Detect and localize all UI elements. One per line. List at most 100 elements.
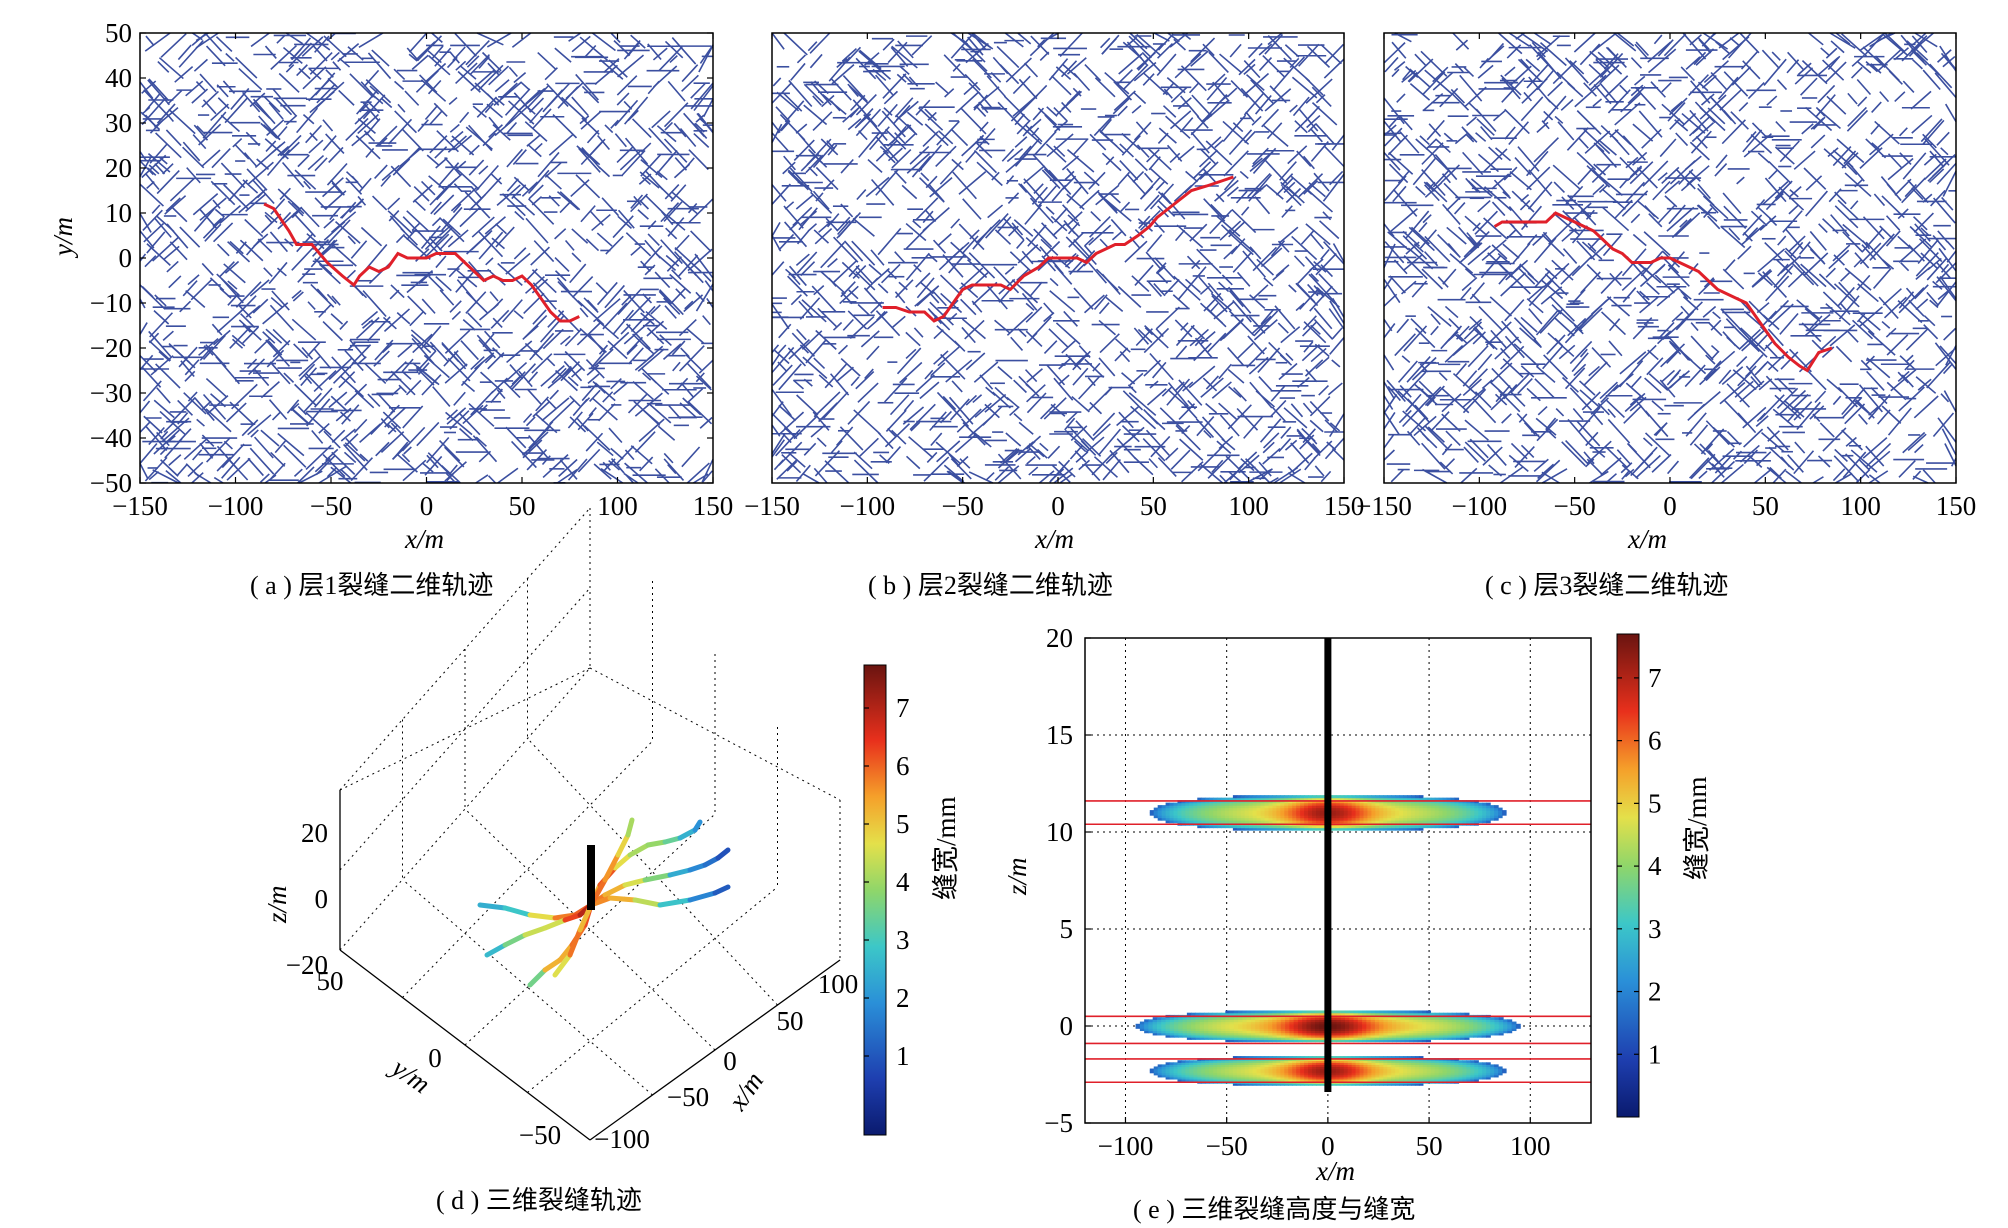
- fracture-segment: [406, 210, 430, 233]
- fracture-segment: [1885, 215, 1901, 231]
- fracture-segment: [1184, 278, 1201, 294]
- fracture-segment: [1397, 360, 1418, 383]
- fracture-segment: [529, 107, 544, 124]
- fracture-segment: [1818, 223, 1828, 234]
- fracture-segment: [855, 108, 882, 137]
- fracture-segment: [1540, 286, 1563, 305]
- fracture-segment: [929, 411, 947, 432]
- fracture-segment: [905, 331, 921, 347]
- fracture-segment: [1512, 242, 1531, 264]
- heatmap-cell: [1228, 807, 1234, 811]
- fracture-segment: [381, 343, 393, 354]
- fracture-segment: [1541, 120, 1550, 130]
- fracture-segment: [436, 130, 459, 153]
- fracture-segment: [1302, 315, 1317, 331]
- fracture-segment: [466, 229, 493, 255]
- heatmap-cell: [1244, 797, 1250, 801]
- fracture-segment: [1631, 375, 1642, 388]
- fracture-segment: [1222, 120, 1250, 145]
- fracture-segment: [1838, 295, 1860, 320]
- heatmap-cell: [1236, 805, 1242, 809]
- fracture-segment: [879, 145, 889, 155]
- fracture-segment: [1414, 327, 1436, 349]
- fracture-segment: [579, 307, 589, 318]
- fracture-segment: [522, 413, 533, 424]
- fracture-segment: [441, 465, 461, 484]
- fracture-segment: [475, 164, 499, 192]
- fracture-segment: [1302, 321, 1317, 337]
- fracture-segment: [1266, 122, 1283, 140]
- fracture-segment: [1066, 148, 1095, 173]
- fracture-segment: [802, 473, 820, 484]
- fracture-segment: [191, 32, 203, 41]
- fracture-segment: [690, 83, 706, 99]
- fracture-segment: [1593, 163, 1607, 176]
- fracture-segment: [1084, 63, 1102, 82]
- fracture-segment: [382, 411, 402, 430]
- heatmap-cell: [1173, 805, 1179, 809]
- fracture-segment: [1638, 263, 1662, 284]
- fracture-segment: [216, 84, 229, 98]
- fracture-segment: [179, 226, 201, 248]
- fracture-segment: [1246, 346, 1268, 369]
- fracture-segment: [1829, 32, 1856, 49]
- fracture-segment: [235, 281, 262, 308]
- fracture-segment: [1046, 106, 1058, 117]
- fracture-segment: [1684, 364, 1706, 388]
- fracture-segment: [1612, 373, 1634, 392]
- fracture-segment: [1907, 433, 1927, 452]
- fracture-segment: [395, 233, 406, 244]
- fracture-segment: [556, 191, 579, 211]
- fracture-segment: [908, 76, 919, 87]
- fracture-segment: [387, 423, 397, 433]
- fracture-segment: [564, 239, 575, 251]
- fracture-segment: [1175, 424, 1201, 451]
- fracture-segment: [1254, 196, 1271, 215]
- fracture-segment: [1258, 43, 1273, 56]
- fracture-segment: [1764, 177, 1787, 203]
- fracture-segment: [1414, 383, 1438, 406]
- fracture-segment: [1647, 349, 1659, 361]
- fracture-segment: [795, 464, 811, 483]
- x-tick-label: 50: [1140, 491, 1167, 521]
- fracture-segment: [1736, 355, 1748, 368]
- fracture-segment: [1032, 154, 1059, 182]
- fracture-segment: [224, 260, 240, 274]
- fracture-segment: [518, 370, 533, 388]
- fracture-segment: [405, 379, 422, 396]
- fracture-segment: [1163, 88, 1173, 99]
- fracture-segment: [1837, 286, 1855, 307]
- fracture-segment: [825, 217, 838, 231]
- fracture-segment: [1046, 133, 1074, 158]
- fracture-segment: [1614, 129, 1632, 146]
- fracture-segment: [1820, 47, 1831, 57]
- fracture-segment: [1772, 468, 1787, 484]
- fracture-segment: [1930, 189, 1946, 207]
- fracture-segment: [560, 361, 581, 382]
- fracture-segment: [524, 121, 548, 142]
- fracture-segment: [1236, 407, 1259, 431]
- heatmap-cell: [1197, 807, 1202, 811]
- fracture-segment: [1281, 185, 1302, 207]
- fracture-segment: [1304, 359, 1324, 377]
- fracture-segment: [165, 129, 182, 147]
- fracture-segment: [685, 353, 703, 371]
- fracture-segment: [1862, 46, 1886, 69]
- fracture-segment: [1303, 180, 1319, 195]
- fracture-segment: [1865, 241, 1890, 268]
- fracture-segment: [1129, 32, 1148, 50]
- fracture-segment: [434, 226, 454, 245]
- fracture-segment: [1078, 376, 1100, 400]
- fracture-segment: [1491, 367, 1515, 392]
- fracture-segment: [1569, 60, 1585, 75]
- fracture-segment: [962, 198, 982, 220]
- fracture-segment: [1481, 379, 1493, 390]
- fracture-segment: [947, 470, 965, 484]
- fracture-segment: [784, 201, 795, 210]
- fracture-segment: [1444, 458, 1456, 469]
- fracture-segment: [1607, 408, 1616, 418]
- fracture-segment: [1660, 343, 1686, 368]
- fracture-segment: [813, 285, 825, 296]
- fracture-segment: [182, 280, 198, 297]
- fracture-segment: [1533, 137, 1559, 163]
